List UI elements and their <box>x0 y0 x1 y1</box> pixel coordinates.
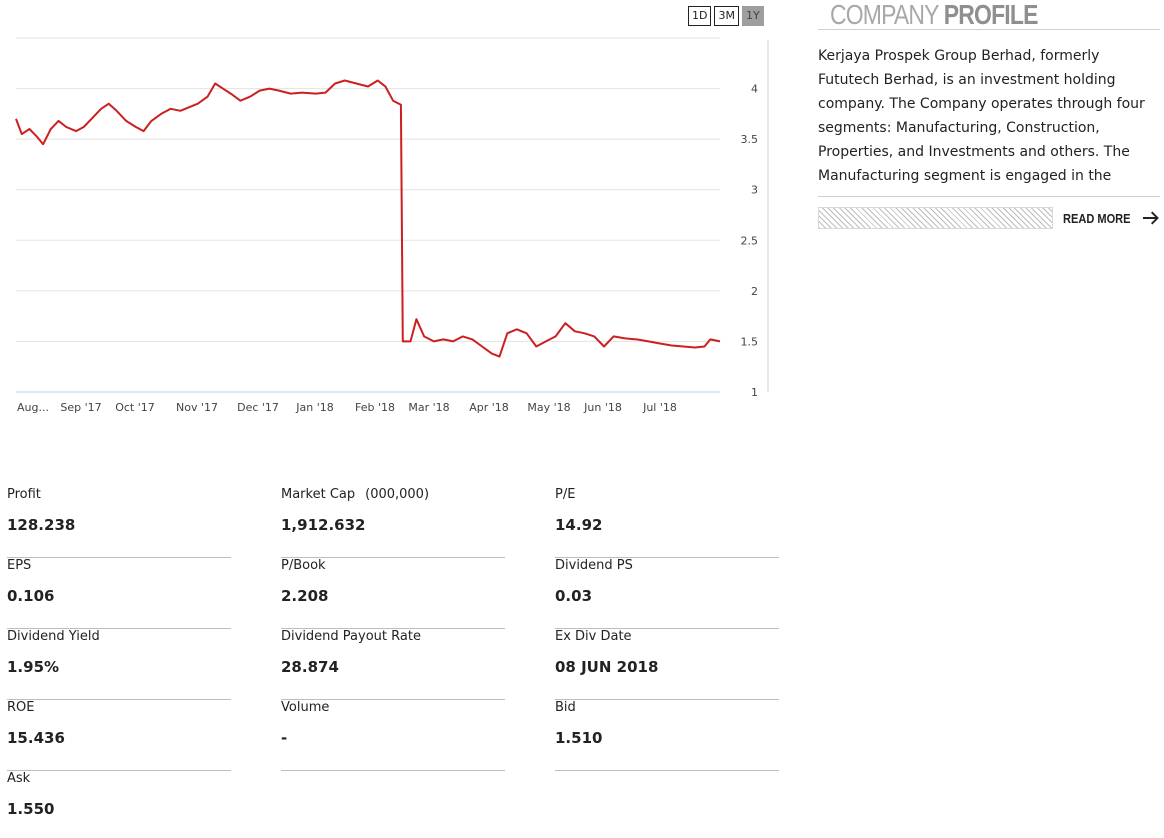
x-tick-label: Jul '18 <box>642 401 677 414</box>
company-profile: COMPANY PROFILE Kerjaya Prospek Group Be… <box>818 0 1160 229</box>
stat-label: Bid <box>555 700 576 715</box>
stat-label: Ask <box>7 771 31 786</box>
x-tick-label: Jun '18 <box>583 401 622 414</box>
y-tick-label: 1 <box>751 386 758 399</box>
stat-value: 2.208 <box>281 587 329 605</box>
y-tick-label: 2 <box>751 285 758 298</box>
stat-label: P/E <box>555 487 576 502</box>
stat-market-cap: Market Cap (000,000) 1,912.632 <box>281 487 505 558</box>
stat-value: 1.95% <box>7 658 60 676</box>
stat-value: - <box>281 729 288 747</box>
stat-label: Ex Div Date <box>555 629 632 644</box>
stat-ask: Ask 1.550 <box>7 771 231 838</box>
range-1y-button[interactable]: 1Y <box>741 6 764 26</box>
stat-eps: EPS 0.106 <box>7 558 231 629</box>
stat-roe: ROE 15.436 <box>7 700 231 771</box>
read-more-link[interactable]: READ MORE <box>1063 210 1131 226</box>
stat-value: 128.238 <box>7 516 76 534</box>
stat-bid: Bid 1.510 <box>555 700 779 771</box>
stat-value: 0.106 <box>7 587 55 605</box>
stat-label: Volume <box>281 700 330 715</box>
stat-value: 1.550 <box>7 800 55 818</box>
x-tick-label: Jan '18 <box>295 401 333 414</box>
x-tick-label: Sep '17 <box>60 401 101 414</box>
stat-value: 08 JUN 2018 <box>555 658 659 676</box>
x-tick-label: May '18 <box>527 401 570 414</box>
stat-value: 0.03 <box>555 587 593 605</box>
stat-volume: Volume - <box>281 700 505 771</box>
y-tick-label: 4 <box>751 83 758 96</box>
range-selector: 1D 3M 1Y <box>688 6 764 26</box>
stat-dividend-payout-rate: Dividend Payout Rate 28.874 <box>281 629 505 700</box>
y-tick-label: 2.5 <box>741 234 759 247</box>
stat-value: 28.874 <box>281 658 339 676</box>
profile-title-light: COMPANY <box>830 0 939 30</box>
arrow-right-icon[interactable] <box>1141 210 1160 226</box>
profile-title-bold: PROFILE <box>943 0 1039 30</box>
stat-p-book: P/Book 2.208 <box>281 558 505 629</box>
stat-label: P/Book <box>281 558 326 573</box>
stat-ex-div-date: Ex Div Date 08 JUN 2018 <box>555 629 779 700</box>
stat-unit: (000,000) <box>365 487 430 502</box>
x-tick-label: Nov '17 <box>176 401 218 414</box>
stat-value: 15.436 <box>7 729 65 747</box>
stat-label: Market Cap <box>281 487 356 502</box>
x-tick-label: Dec '17 <box>237 401 279 414</box>
x-tick-label: Apr '18 <box>469 401 509 414</box>
y-tick-label: 3.5 <box>741 133 759 146</box>
price-line <box>15 79 721 358</box>
hatch-decoration <box>818 207 1054 229</box>
x-tick-label: Feb '18 <box>355 401 395 414</box>
profile-description: Kerjaya Prospek Group Berhad, formerly F… <box>818 48 1145 184</box>
y-tick-label: 3 <box>751 184 758 197</box>
y-tick-label: 1.5 <box>741 335 759 348</box>
stat-label: Dividend Yield <box>7 629 100 644</box>
stat-label: EPS <box>7 558 32 573</box>
x-tick-label: Aug... <box>17 401 49 414</box>
stat-dividend-yield: Dividend Yield 1.95% <box>7 629 231 700</box>
stat-value: 14.92 <box>555 516 603 534</box>
range-1d-button[interactable]: 1D <box>688 6 712 26</box>
stat-profit: Profit 128.238 <box>7 487 231 558</box>
x-tick-label: Oct '17 <box>115 401 155 414</box>
profile-title: COMPANY PROFILE <box>818 0 1160 30</box>
stat-label: ROE <box>7 700 35 715</box>
stat-label: Dividend Payout Rate <box>281 629 421 644</box>
stat-value: 1,912.632 <box>281 516 366 534</box>
stat-dividend-ps: Dividend PS 0.03 <box>555 558 779 629</box>
price-chart: 1 1.5 2 2.5 3 3.5 4 Aug... Sep '17 Oct '17 Nov '17… <box>15 37 769 414</box>
stat-pe: P/E 14.92 <box>555 487 779 558</box>
x-tick-label: Mar '18 <box>408 401 449 414</box>
stat-value: 1.510 <box>555 729 603 747</box>
range-3m-button[interactable]: 3M <box>714 6 739 26</box>
stat-label: Dividend PS <box>555 558 633 573</box>
stat-label: Profit <box>7 487 41 502</box>
read-more-row: READ MORE <box>818 196 1160 229</box>
